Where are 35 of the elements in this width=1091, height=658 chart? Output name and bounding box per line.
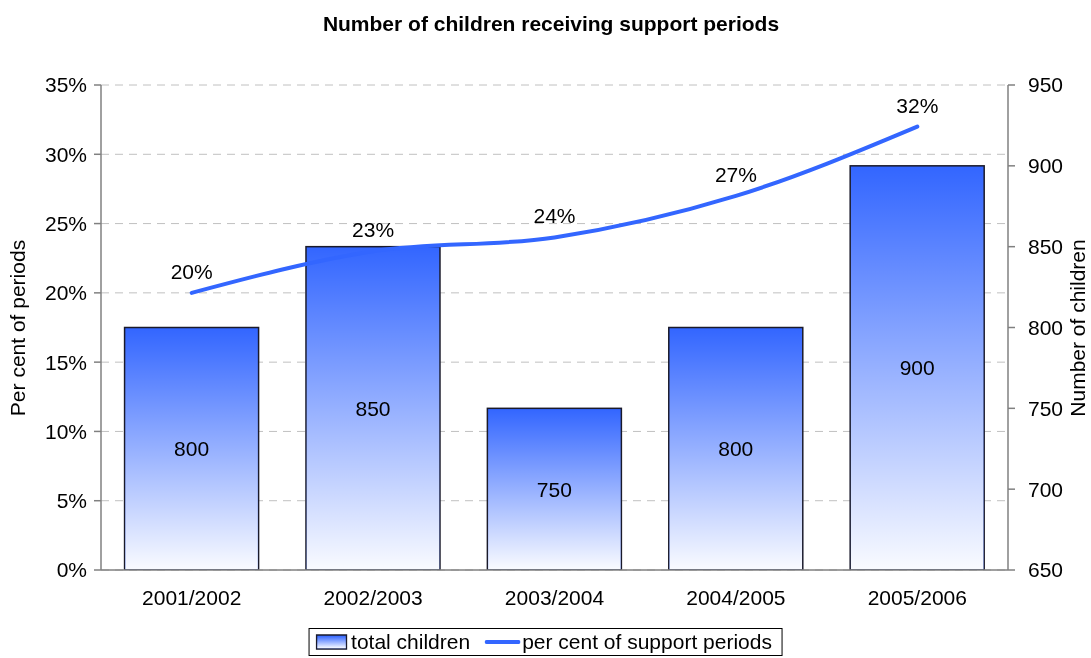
y2-tick-label: 650 [1028, 558, 1064, 582]
x-tick-label: 2003/2004 [504, 585, 605, 609]
data-label: 800 [718, 437, 754, 461]
data-label: 24% [533, 204, 576, 228]
legend-label: total children [351, 630, 471, 654]
y-tick-label: 20% [44, 281, 87, 305]
data-label: 900 [899, 356, 935, 380]
y-tick-label: 5% [56, 489, 87, 513]
data-label: 800 [174, 437, 210, 461]
y2-tick-label: 850 [1028, 235, 1064, 259]
y2-tick-label: 700 [1028, 477, 1064, 501]
y2-tick-label: 750 [1028, 396, 1064, 420]
y-tick-label: 35% [44, 73, 87, 97]
y-tick-label: 0% [56, 558, 87, 582]
y2-tick-label: 800 [1028, 315, 1064, 339]
data-label: 20% [170, 259, 213, 283]
x-tick-label: 2002/2003 [323, 585, 423, 609]
y-tick-label: 25% [44, 212, 87, 236]
y2-tick-label: 900 [1028, 154, 1064, 178]
y-axis-title: Per cent of periods [6, 239, 30, 417]
data-label: 32% [896, 93, 939, 117]
data-label: 750 [536, 477, 572, 501]
data-label: 27% [714, 162, 757, 186]
x-tick-label: 2001/2002 [142, 585, 242, 609]
y2-tick-label: 950 [1028, 73, 1064, 97]
data-label: 850 [355, 396, 391, 420]
data-label: 23% [352, 218, 395, 242]
x-tick-label: 2004/2005 [686, 585, 786, 609]
y-tick-label: 10% [44, 419, 87, 443]
y-tick-label: 30% [44, 142, 87, 166]
y-tick-label: 15% [44, 350, 87, 374]
y2-axis-title: Number of children [1066, 239, 1090, 417]
x-tick-label: 2005/2006 [867, 585, 967, 609]
legend-label: per cent of support periods [522, 630, 772, 654]
chart-title: Number of children receiving support periods [321, 12, 781, 36]
